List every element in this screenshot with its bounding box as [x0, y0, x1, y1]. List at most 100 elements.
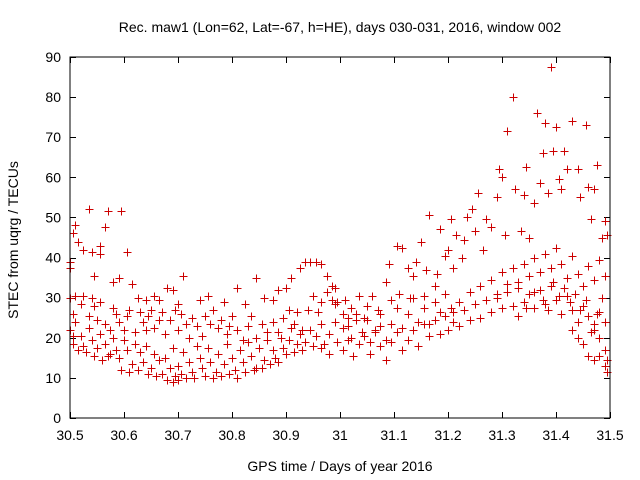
data-point [244, 338, 253, 347]
data-point [185, 334, 194, 343]
data-point [71, 221, 80, 230]
data-point [258, 320, 267, 329]
data-point [425, 332, 434, 341]
data-point [355, 340, 364, 349]
data-point [431, 298, 440, 307]
data-point [198, 364, 207, 373]
data-point [134, 294, 143, 303]
data-point [125, 368, 134, 377]
data-point [590, 356, 599, 365]
x-axis-ticks: 30.5 30.6 30.7 30.8 30.9 31 31.1 31.2 31.3 31.4 31… [56, 57, 624, 443]
data-point [317, 260, 326, 269]
x-tick-label: 31.2 [434, 427, 461, 443]
data-point [142, 296, 151, 305]
data-point [593, 161, 602, 170]
data-point [182, 320, 191, 329]
data-point [576, 306, 585, 315]
data-point [433, 270, 442, 279]
data-point [382, 336, 391, 345]
data-point [74, 238, 83, 247]
x-tick-label: 31.5 [596, 427, 623, 443]
data-point [412, 258, 421, 267]
data-point [587, 215, 596, 224]
data-point [552, 244, 561, 253]
data-point [204, 344, 213, 353]
data-point [587, 328, 596, 337]
x-tick-label: 31.1 [380, 427, 407, 443]
data-point [69, 332, 78, 341]
data-point [476, 282, 485, 291]
data-point [509, 93, 518, 102]
data-point [317, 320, 326, 329]
data-point [169, 378, 178, 387]
data-point [376, 342, 385, 351]
data-point [574, 334, 583, 343]
data-point [85, 205, 94, 214]
data-point [339, 346, 348, 355]
data-point [441, 290, 450, 299]
data-point [414, 318, 423, 327]
data-point [85, 312, 94, 321]
data-point [155, 316, 164, 325]
data-point [476, 314, 485, 323]
data-point [563, 274, 572, 283]
data-point [503, 127, 512, 136]
data-point [557, 310, 566, 319]
data-point [96, 298, 105, 307]
data-point [601, 217, 610, 226]
data-point [296, 330, 305, 339]
data-point [385, 260, 394, 269]
data-point [239, 336, 248, 345]
data-point [568, 306, 577, 315]
data-point [125, 306, 134, 315]
data-point [539, 149, 548, 158]
data-point [269, 346, 278, 355]
data-point [404, 310, 413, 319]
data-point [161, 354, 170, 363]
data-point [571, 290, 580, 299]
data-point [79, 342, 88, 351]
data-point [185, 358, 194, 367]
data-point [555, 292, 564, 301]
data-point [247, 312, 256, 321]
data-point [466, 288, 475, 297]
data-point [509, 264, 518, 273]
data-point [549, 147, 558, 156]
data-point [274, 328, 283, 337]
data-point [404, 336, 413, 345]
data-point [136, 348, 145, 357]
data-point [431, 316, 440, 325]
data-point [447, 215, 456, 224]
data-point [214, 350, 223, 359]
y-tick-label: 60 [45, 169, 61, 185]
data-point [493, 294, 502, 303]
data-point [563, 165, 572, 174]
data-point [447, 304, 456, 313]
data-point [247, 352, 256, 361]
data-point [393, 304, 402, 313]
data-point [142, 342, 151, 351]
data-point [241, 300, 250, 309]
data-point [163, 284, 172, 293]
data-point [109, 304, 118, 313]
data-point [309, 342, 318, 351]
data-point [101, 340, 110, 349]
data-point [101, 320, 110, 329]
data-point [360, 332, 369, 341]
data-point [339, 324, 348, 333]
data-point [398, 244, 407, 253]
data-point [544, 189, 553, 198]
data-point [541, 250, 550, 259]
data-point [382, 356, 391, 365]
data-point [455, 298, 464, 307]
data-point [209, 374, 218, 383]
data-point [217, 372, 226, 381]
data-point [387, 296, 396, 305]
data-point [269, 318, 278, 327]
data-point [74, 346, 83, 355]
data-point [96, 250, 105, 259]
data-point [171, 306, 180, 315]
data-point [233, 284, 242, 293]
data-point [241, 368, 250, 377]
data-point [522, 304, 531, 313]
